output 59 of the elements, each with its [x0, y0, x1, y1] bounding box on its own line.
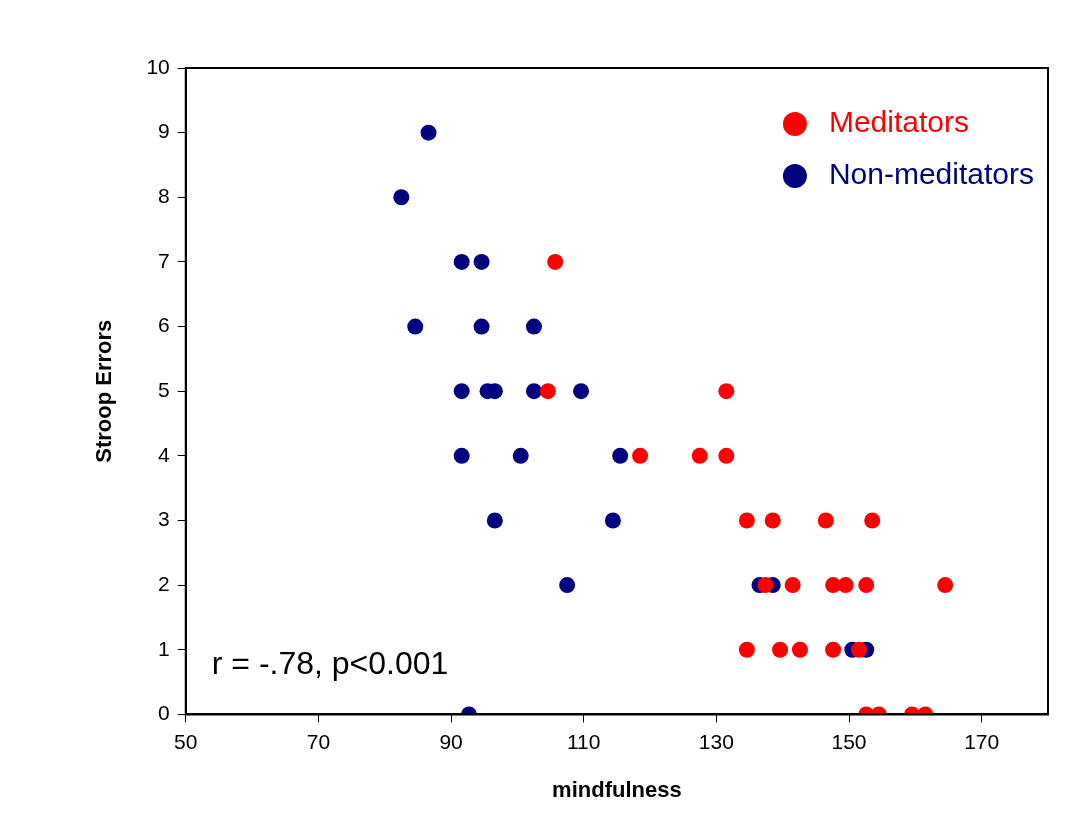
point	[420, 124, 437, 141]
point	[604, 512, 621, 529]
legend-label: Meditators	[828, 105, 969, 139]
x-tick-label: 70	[306, 729, 331, 753]
y-tick-label: 9	[158, 119, 170, 143]
y-tick-label: 2	[158, 571, 170, 595]
y-tick-label: 0	[158, 701, 170, 725]
point	[559, 577, 576, 594]
point	[858, 577, 875, 594]
point	[486, 512, 503, 529]
point	[573, 383, 590, 400]
point	[612, 447, 629, 464]
y-axis-title: Stroop Errors	[91, 319, 117, 463]
point	[512, 447, 529, 464]
y-tick-label: 10	[146, 54, 170, 78]
point	[407, 318, 424, 335]
point	[453, 253, 470, 270]
point	[764, 512, 781, 529]
point	[539, 383, 556, 400]
point	[453, 447, 470, 464]
x-axis-title: mindfulness	[552, 776, 682, 802]
point	[393, 189, 410, 206]
point	[837, 577, 854, 594]
point	[718, 447, 735, 464]
point	[772, 641, 789, 658]
y-tick-label: 4	[158, 442, 171, 466]
y-tick-label: 1	[158, 636, 170, 660]
legend-label: Non-meditators	[828, 157, 1034, 191]
y-tick-label: 7	[158, 248, 170, 272]
point	[817, 512, 834, 529]
point	[850, 641, 867, 658]
point	[757, 577, 774, 594]
point	[738, 641, 755, 658]
annotation: r = -.78, p<0.001	[211, 645, 449, 682]
y-tick-label: 8	[158, 184, 170, 208]
x-tick-label: 170	[964, 729, 1000, 753]
x-tick-label: 110	[566, 729, 601, 753]
point	[547, 253, 564, 270]
y-tick-label: 3	[158, 507, 170, 531]
point	[825, 641, 842, 658]
x-tick-label: 50	[174, 729, 198, 753]
x-tick-label: 150	[831, 729, 867, 753]
point	[718, 383, 735, 400]
point	[473, 318, 490, 335]
y-tick-label: 6	[158, 313, 170, 337]
point	[691, 447, 708, 464]
point	[525, 383, 542, 400]
point	[525, 318, 542, 335]
x-tick-label: 90	[439, 729, 463, 753]
y-tick-label: 5	[158, 378, 170, 401]
point	[453, 383, 470, 400]
point	[632, 447, 649, 464]
point	[473, 253, 490, 270]
point	[937, 577, 954, 594]
point	[784, 577, 801, 594]
point	[738, 512, 755, 529]
point	[791, 641, 808, 658]
point	[864, 512, 881, 529]
x-tick-label: 130	[698, 729, 734, 753]
